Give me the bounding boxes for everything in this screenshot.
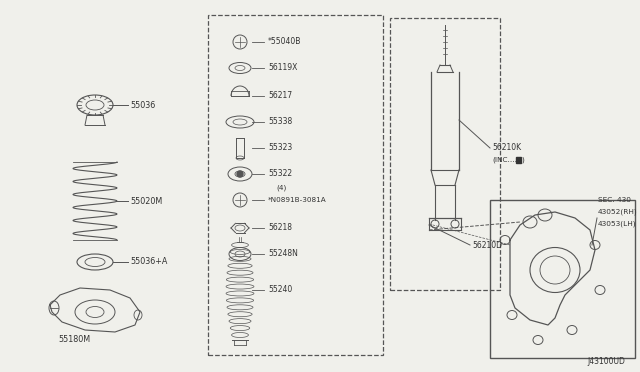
Text: 43053(LH): 43053(LH) — [598, 221, 637, 227]
Text: SEC. 430: SEC. 430 — [598, 197, 631, 203]
Text: (INC....: (INC.... — [492, 157, 517, 163]
Text: J43100UD: J43100UD — [587, 357, 625, 366]
Text: 55036+A: 55036+A — [130, 257, 168, 266]
Text: 56218: 56218 — [268, 224, 292, 232]
Text: 55020M: 55020M — [130, 196, 163, 205]
Bar — [390, 18, 500, 290]
Text: 55248N: 55248N — [268, 250, 298, 259]
Text: 56119X: 56119X — [268, 64, 298, 73]
Text: ): ) — [521, 157, 524, 163]
Text: 55338: 55338 — [268, 118, 292, 126]
Text: 55322: 55322 — [268, 170, 292, 179]
Bar — [490, 200, 635, 358]
Text: 55240: 55240 — [268, 285, 292, 295]
Text: 55323: 55323 — [268, 144, 292, 153]
Circle shape — [237, 171, 243, 177]
Text: 55036: 55036 — [130, 100, 156, 109]
Text: 55180M: 55180M — [58, 336, 90, 344]
Text: *55040B: *55040B — [268, 38, 301, 46]
Text: 43052(RH): 43052(RH) — [598, 209, 637, 215]
Text: 56210D: 56210D — [472, 241, 502, 250]
Text: (4): (4) — [276, 185, 286, 191]
Text: 56210K: 56210K — [492, 144, 521, 153]
Polygon shape — [516, 157, 521, 163]
Text: *N0891B-3081A: *N0891B-3081A — [268, 197, 327, 203]
Text: 56217: 56217 — [268, 92, 292, 100]
Bar — [208, 15, 383, 355]
